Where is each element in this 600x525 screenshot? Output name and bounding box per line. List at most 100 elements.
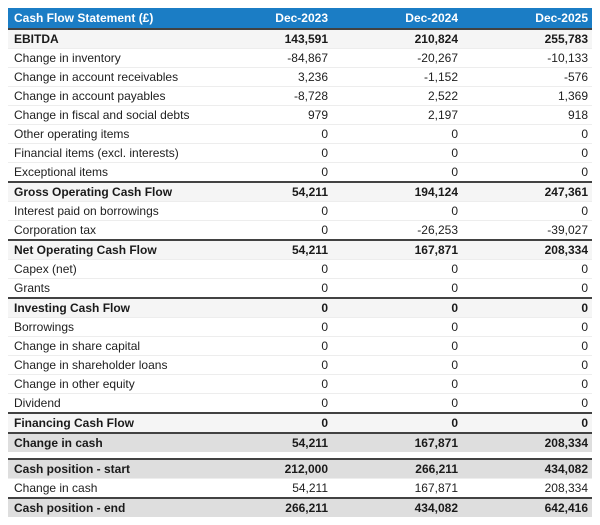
row-value: 0 [202,259,332,279]
row-label: Change in cash [8,432,202,452]
row-value: 0 [462,124,592,144]
row-label: Cash position - end [8,497,202,517]
row-value: 194,124 [332,181,462,202]
row-label: Change in other equity [8,374,202,394]
table-row: Net Operating Cash Flow 54,211 167,871 208,… [8,239,592,260]
row-value: 0 [202,220,332,240]
row-value: 247,361 [462,181,592,202]
row-value: 266,211 [332,458,462,479]
row-value: 0 [332,412,462,433]
row-value: -39,027 [462,220,592,240]
row-value: 0 [332,336,462,356]
row-value: 918 [462,105,592,125]
row-value: 54,211 [202,181,332,202]
column-header-dec-2025: Dec-2025 [462,8,592,29]
row-label: Borrowings [8,317,202,337]
table-row: Financial items (excl. interests) 0 0 0 [8,143,592,163]
row-label: Gross Operating Cash Flow [8,181,202,202]
row-value: 0 [462,162,592,182]
row-value: 1,369 [462,86,592,106]
row-label: Change in share capital [8,336,202,356]
row-value: 434,082 [332,497,462,517]
row-value: 979 [202,105,332,125]
row-value: 0 [462,317,592,337]
row-label: Interest paid on borrowings [8,201,202,221]
table-row: Gross Operating Cash Flow 54,211 194,124 24… [8,181,592,202]
table-row: Cash position - end 266,211 434,082 642,416 [8,497,592,517]
row-value: 434,082 [462,458,592,479]
row-value: -1,152 [332,67,462,87]
row-value: 208,334 [462,432,592,452]
row-value: 0 [462,201,592,221]
table-row: Grants 0 0 0 [8,278,592,298]
row-value: 212,000 [202,458,332,479]
row-value: -26,253 [332,220,462,240]
header-row: Cash Flow Statement (£) Dec-2023 Dec-202… [8,8,592,29]
row-label: Other operating items [8,124,202,144]
row-label: Change in fiscal and social debts [8,105,202,125]
row-value: 0 [462,412,592,433]
row-value: 2,522 [332,86,462,106]
row-label: Net Operating Cash Flow [8,239,202,260]
column-header-dec-2024: Dec-2024 [332,8,462,29]
row-label: Change in inventory [8,48,202,68]
row-value: 167,871 [332,478,462,498]
row-value: 0 [332,297,462,318]
table-row: Change in inventory -84,867 -20,267 -10,133 [8,48,592,68]
row-label: Change in account payables [8,86,202,106]
row-value: 167,871 [332,239,462,260]
table-row: Interest paid on borrowings 0 0 0 [8,201,592,221]
row-value: 0 [332,259,462,279]
row-label: Cash position - start [8,458,202,479]
table-section: EBITDA 143,591 210,824 255,783 Change in inv… [8,28,592,452]
row-value: -576 [462,67,592,87]
row-value: 0 [332,201,462,221]
row-value: 0 [332,355,462,375]
row-value: 266,211 [202,497,332,517]
table-row: Change in fiscal and social debts 979 2,19… [8,105,592,125]
row-value: 0 [462,393,592,413]
row-value: 0 [332,317,462,337]
table-row: Change in cash 54,211 167,871 208,334 [8,478,592,498]
table-title: Cash Flow Statement (£) [8,8,202,29]
row-label: Financing Cash Flow [8,412,202,433]
row-label: Change in cash [8,478,202,498]
table-row: Change in cash 54,211 167,871 208,334 [8,432,592,452]
table-row: Change in shareholder loans 0 0 0 [8,355,592,375]
row-value: 3,236 [202,67,332,87]
row-value: 0 [332,278,462,298]
row-value: 208,334 [462,239,592,260]
table-row: Change in account payables -8,728 2,522 1,3… [8,86,592,106]
row-value: 2,197 [332,105,462,125]
table-row: Other operating items 0 0 0 [8,124,592,144]
row-value: -8,728 [202,86,332,106]
row-value: 208,334 [462,478,592,498]
table-row: Cash position - start 212,000 266,211 434,0… [8,458,592,479]
table-row: Change in account receivables 3,236 -1,152… [8,67,592,87]
row-value: 0 [202,393,332,413]
row-label: EBITDA [8,28,202,49]
row-value: 0 [462,143,592,163]
row-value: 0 [202,201,332,221]
row-value: 0 [332,143,462,163]
row-value: 0 [202,124,332,144]
row-value: 0 [462,259,592,279]
row-label: Corporation tax [8,220,202,240]
row-value: 0 [462,297,592,318]
table-row: Financing Cash Flow 0 0 0 [8,412,592,433]
table-row: Change in share capital 0 0 0 [8,336,592,356]
row-value: -20,267 [332,48,462,68]
row-value: 0 [462,336,592,356]
row-label: Exceptional items [8,162,202,182]
row-value: 642,416 [462,497,592,517]
row-value: 0 [202,374,332,394]
row-value: 54,211 [202,239,332,260]
row-value: 0 [332,124,462,144]
cash-flow-table: Cash Flow Statement (£) Dec-2023 Dec-202… [8,8,592,517]
table-row: Borrowings 0 0 0 [8,317,592,337]
row-label: Capex (net) [8,259,202,279]
table-header: Cash Flow Statement (£) Dec-2023 Dec-202… [8,8,592,29]
row-label: Financial items (excl. interests) [8,143,202,163]
row-label: Investing Cash Flow [8,297,202,318]
table-row: EBITDA 143,591 210,824 255,783 [8,28,592,49]
